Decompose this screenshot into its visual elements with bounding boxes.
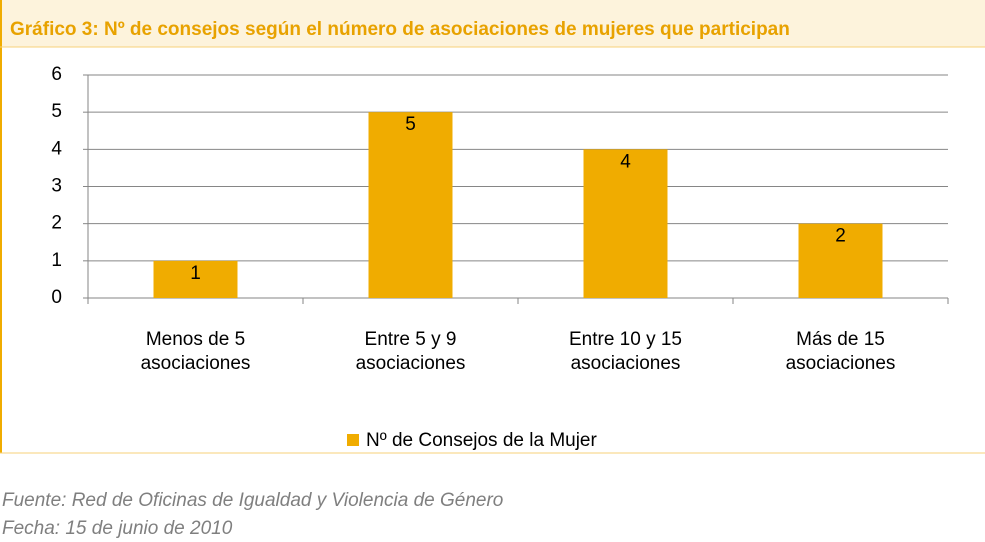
legend-swatch xyxy=(347,434,359,446)
y-tick-label: 1 xyxy=(51,250,62,271)
bar xyxy=(153,260,238,298)
data-label: 1 xyxy=(190,263,201,284)
note: Fuente: Red de Oficinas de Igualdad y Vi… xyxy=(2,490,504,511)
x-tick-label: Entre 5 y 9 asociaciones xyxy=(355,329,466,374)
data-label: 2 xyxy=(835,226,846,247)
data-label: 5 xyxy=(405,114,416,135)
y-tick-label: 2 xyxy=(51,213,62,234)
x-tick-label: Menos de 5 asociaciones xyxy=(140,329,251,374)
y-tick-label: 0 xyxy=(51,287,62,308)
bar xyxy=(798,223,883,298)
x-tick-label: Más de 15 asociaciones xyxy=(785,329,896,374)
bar xyxy=(583,149,668,298)
chart-title: Gráfico 3: Nº de consejos según el númer… xyxy=(10,19,790,40)
bar xyxy=(368,112,453,299)
y-tick-label: 6 xyxy=(51,64,62,85)
y-tick-label: 5 xyxy=(51,101,62,122)
y-tick-label: 3 xyxy=(51,176,62,197)
legend-label: Nº de Consejos de la Mujer xyxy=(366,430,598,451)
note: Fecha: 15 de junio de 2010 xyxy=(2,518,233,539)
x-tick-label: Entre 10 y 15 asociaciones xyxy=(568,329,683,374)
data-label: 4 xyxy=(620,151,631,172)
y-tick-label: 4 xyxy=(51,138,62,159)
title-bar xyxy=(0,0,985,47)
